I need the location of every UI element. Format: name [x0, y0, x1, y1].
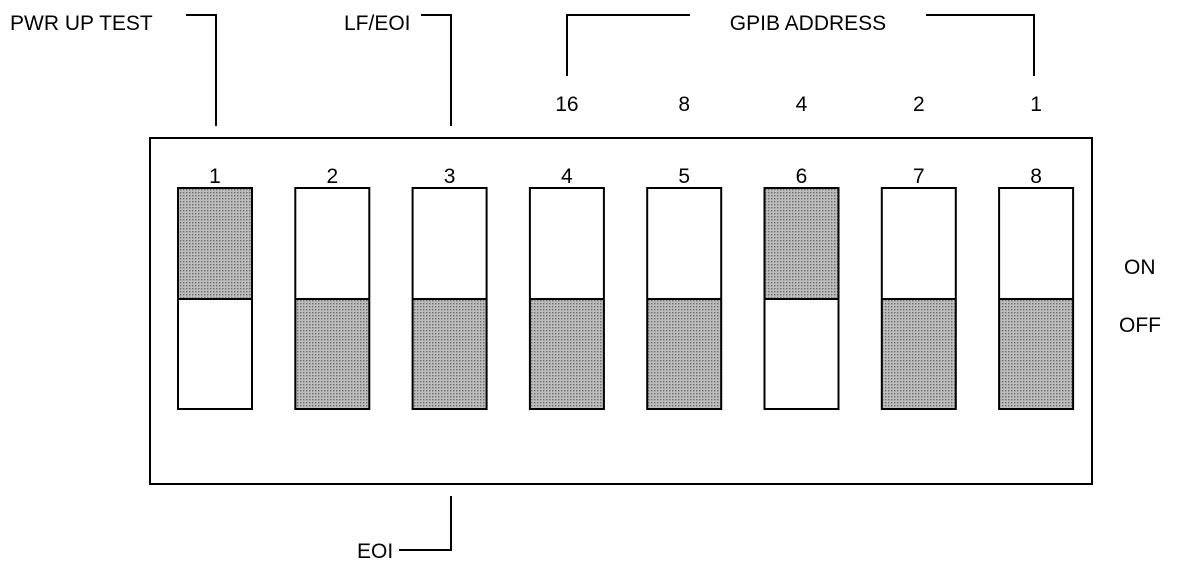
switch-8-number: 8 — [1030, 165, 1042, 188]
switch-4-off-half — [529, 299, 604, 409]
switch-6-number: 6 — [796, 165, 808, 188]
switch-6-on-half — [764, 188, 839, 299]
switch-7-number: 7 — [913, 165, 925, 188]
gpib-address-bracket-left — [566, 14, 690, 76]
off-label: OFF — [1119, 314, 1161, 337]
gpib-address-bracket-right — [926, 14, 1035, 76]
switch-7-on-half — [881, 188, 956, 299]
dip-switch-2[interactable] — [294, 187, 371, 410]
switch-3-number: 3 — [444, 165, 456, 188]
dip-switch-3[interactable] — [411, 187, 488, 410]
address-weight-8: 8 — [678, 93, 690, 116]
address-weight-16: 16 — [555, 93, 578, 116]
eoi-label: EOI — [357, 540, 393, 563]
gpib-address-weights: 16 8 4 2 1 — [555, 93, 1042, 116]
switch-3-on-half — [412, 188, 487, 299]
switch-numbers: 1 2 3 4 5 6 7 8 — [209, 165, 1042, 188]
on-label: ON — [1124, 256, 1156, 279]
address-weight-2: 2 — [913, 93, 925, 116]
switch-6-off-half — [764, 299, 839, 409]
address-weight-1: 1 — [1030, 93, 1042, 116]
switch-2-number: 2 — [326, 165, 338, 188]
switch-8-off-half — [999, 299, 1074, 409]
switch-4-on-half — [529, 188, 604, 299]
lf-eoi-leader — [421, 14, 452, 126]
dip-switch-6[interactable] — [763, 187, 840, 410]
switch-1-on-half — [178, 188, 252, 299]
switch-1-off-half — [178, 299, 252, 409]
switch-8-on-half — [999, 188, 1074, 299]
gpib-address-label: GPIB ADDRESS — [730, 12, 886, 35]
dip-switch-1[interactable] — [177, 187, 253, 410]
address-weight-4: 4 — [796, 93, 808, 116]
switch-5-number: 5 — [678, 165, 690, 188]
switch-4-number: 4 — [561, 165, 573, 188]
dip-switch-4[interactable] — [528, 187, 605, 410]
switch-2-on-half — [295, 188, 370, 299]
switch-3-off-half — [412, 299, 487, 409]
pwr-up-test-leader — [186, 14, 217, 126]
pwr-up-test-label: PWR UP TEST — [10, 12, 153, 35]
switches — [177, 187, 1075, 410]
dip-switch-8[interactable] — [998, 187, 1075, 410]
switch-5-on-half — [647, 188, 722, 299]
eoi-leader — [399, 496, 452, 551]
switch-1-number: 1 — [209, 165, 221, 188]
dip-switch-5[interactable] — [646, 187, 723, 410]
switch-5-off-half — [647, 299, 722, 409]
dip-switch-7[interactable] — [880, 187, 957, 410]
lf-eoi-label: LF/EOI — [344, 12, 411, 35]
switch-2-off-half — [295, 299, 370, 409]
switch-7-off-half — [881, 299, 956, 409]
